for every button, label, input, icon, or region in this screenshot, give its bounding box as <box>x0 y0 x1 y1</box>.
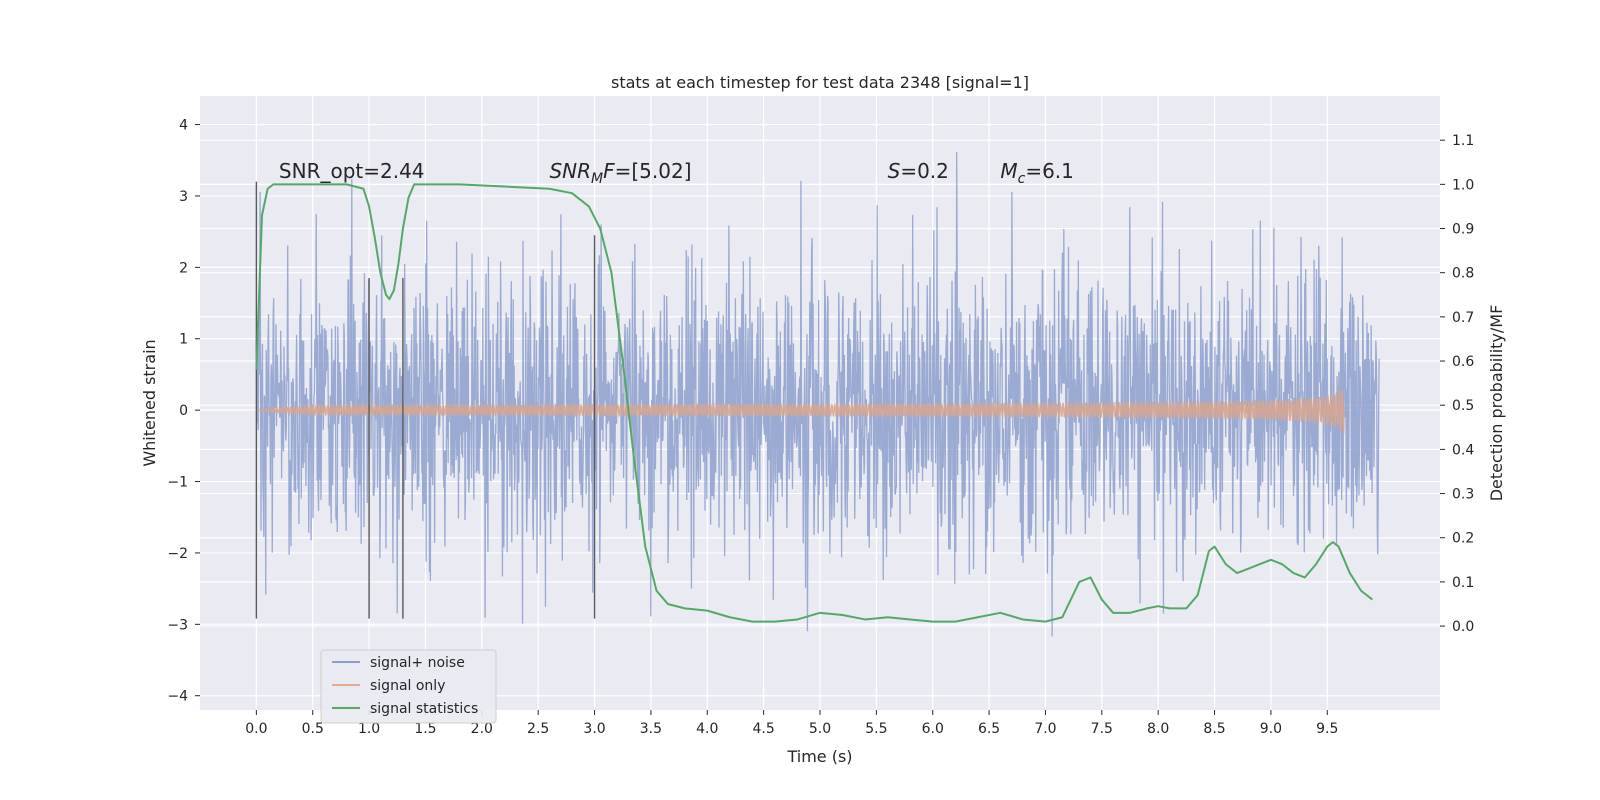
x-tick-label: 3.0 <box>583 721 605 737</box>
legend-label-noise: signal+ noise <box>370 655 465 671</box>
legend-frame <box>320 649 497 724</box>
y-tick-label: 3 <box>179 189 188 205</box>
x-tick-label: 5.5 <box>865 721 887 737</box>
chart-title: stats at each timestep for test data 234… <box>611 73 1029 92</box>
x-tick-label: 3.5 <box>640 721 662 737</box>
y-tick-label: −2 <box>167 546 188 562</box>
x-tick-label: 8.5 <box>1203 721 1225 737</box>
annotation-text: SNRMF=[5.02] <box>549 159 691 187</box>
y-right-tick-label: 0.8 <box>1452 266 1474 282</box>
x-tick-label: 4.5 <box>753 721 775 737</box>
x-tick-label: 6.5 <box>978 721 1000 737</box>
x-tick-label: 2.0 <box>471 721 493 737</box>
x-tick-label: 0.0 <box>245 721 267 737</box>
annotations: SNR_opt=2.44 SNRMF=[5.02] S=0.2 Mc=6.1 <box>279 159 1074 187</box>
legend: signal+ noise signal only signal statist… <box>320 649 497 724</box>
statistics-line <box>255 183 1373 623</box>
annotation-text: Mc=6.1 <box>1000 159 1074 187</box>
y-right-tick-label: 0.7 <box>1452 310 1474 326</box>
y-tick-label: 4 <box>179 118 188 134</box>
y-axis-label-right: Detection probability/MF <box>1487 305 1506 502</box>
y-ticks-right: 0.0 0.1 0.2 0.3 0.4 0.5 0.6 0.7 0.8 0.9 1.0 1.1 <box>1440 133 1474 635</box>
annotation-text: S=0.2 <box>888 159 949 183</box>
signal-line <box>256 389 1345 435</box>
y-tick-label: 2 <box>179 260 188 276</box>
y-right-tick-label: 0.4 <box>1452 442 1474 458</box>
x-tick-label: 7.0 <box>1034 721 1056 737</box>
y-tick-label: 0 <box>179 403 188 419</box>
statistics-series <box>255 183 1373 623</box>
x-tick-label: 4.0 <box>696 721 718 737</box>
x-tick-label: 1.5 <box>414 721 436 737</box>
x-tick-label: 6.0 <box>922 721 944 737</box>
annotation-text: SNR_opt=2.44 <box>279 159 425 183</box>
y-ticks: −4 −3 −2 −1 0 1 2 3 4 <box>167 118 200 705</box>
x-tick-label: 8.0 <box>1147 721 1169 737</box>
x-tick-label: 0.5 <box>302 721 324 737</box>
legend-label-stats: signal statistics <box>370 701 478 717</box>
y-right-tick-label: 0.9 <box>1452 222 1474 238</box>
x-tick-label: 7.5 <box>1091 721 1113 737</box>
x-tick-label: 9.5 <box>1316 721 1338 737</box>
y-tick-label: 1 <box>179 332 188 348</box>
y-right-tick-label: 0.6 <box>1452 354 1474 370</box>
x-tick-label: 9.0 <box>1260 721 1282 737</box>
y-right-tick-label: 1.0 <box>1452 177 1474 193</box>
y-tick-label: −3 <box>167 617 188 633</box>
y-tick-label: −1 <box>167 475 188 491</box>
y-right-tick-label: 0.0 <box>1452 619 1474 635</box>
y-axis-label: Whitened strain <box>140 339 159 466</box>
vertical-lines <box>255 181 596 619</box>
y-right-tick-label: 1.1 <box>1452 133 1474 149</box>
y-right-tick-label: 0.1 <box>1452 575 1474 591</box>
x-tick-label: 1.0 <box>358 721 380 737</box>
x-ticks: 0.0 0.5 1.0 1.5 2.0 2.5 3.0 3.5 4.0 4.5 5.0 5.5 6.0 6… <box>245 710 1338 737</box>
x-axis-label: Time (s) <box>786 747 852 766</box>
y-tick-label: −4 <box>167 689 188 705</box>
signal-series <box>256 389 1345 435</box>
y-right-tick-label: 0.3 <box>1452 487 1474 503</box>
x-tick-label: 2.5 <box>527 721 549 737</box>
y-right-tick-label: 0.2 <box>1452 531 1474 547</box>
x-tick-label: 5.0 <box>809 721 831 737</box>
y-right-tick-label: 0.5 <box>1452 398 1474 414</box>
legend-label-signal: signal only <box>370 678 445 694</box>
